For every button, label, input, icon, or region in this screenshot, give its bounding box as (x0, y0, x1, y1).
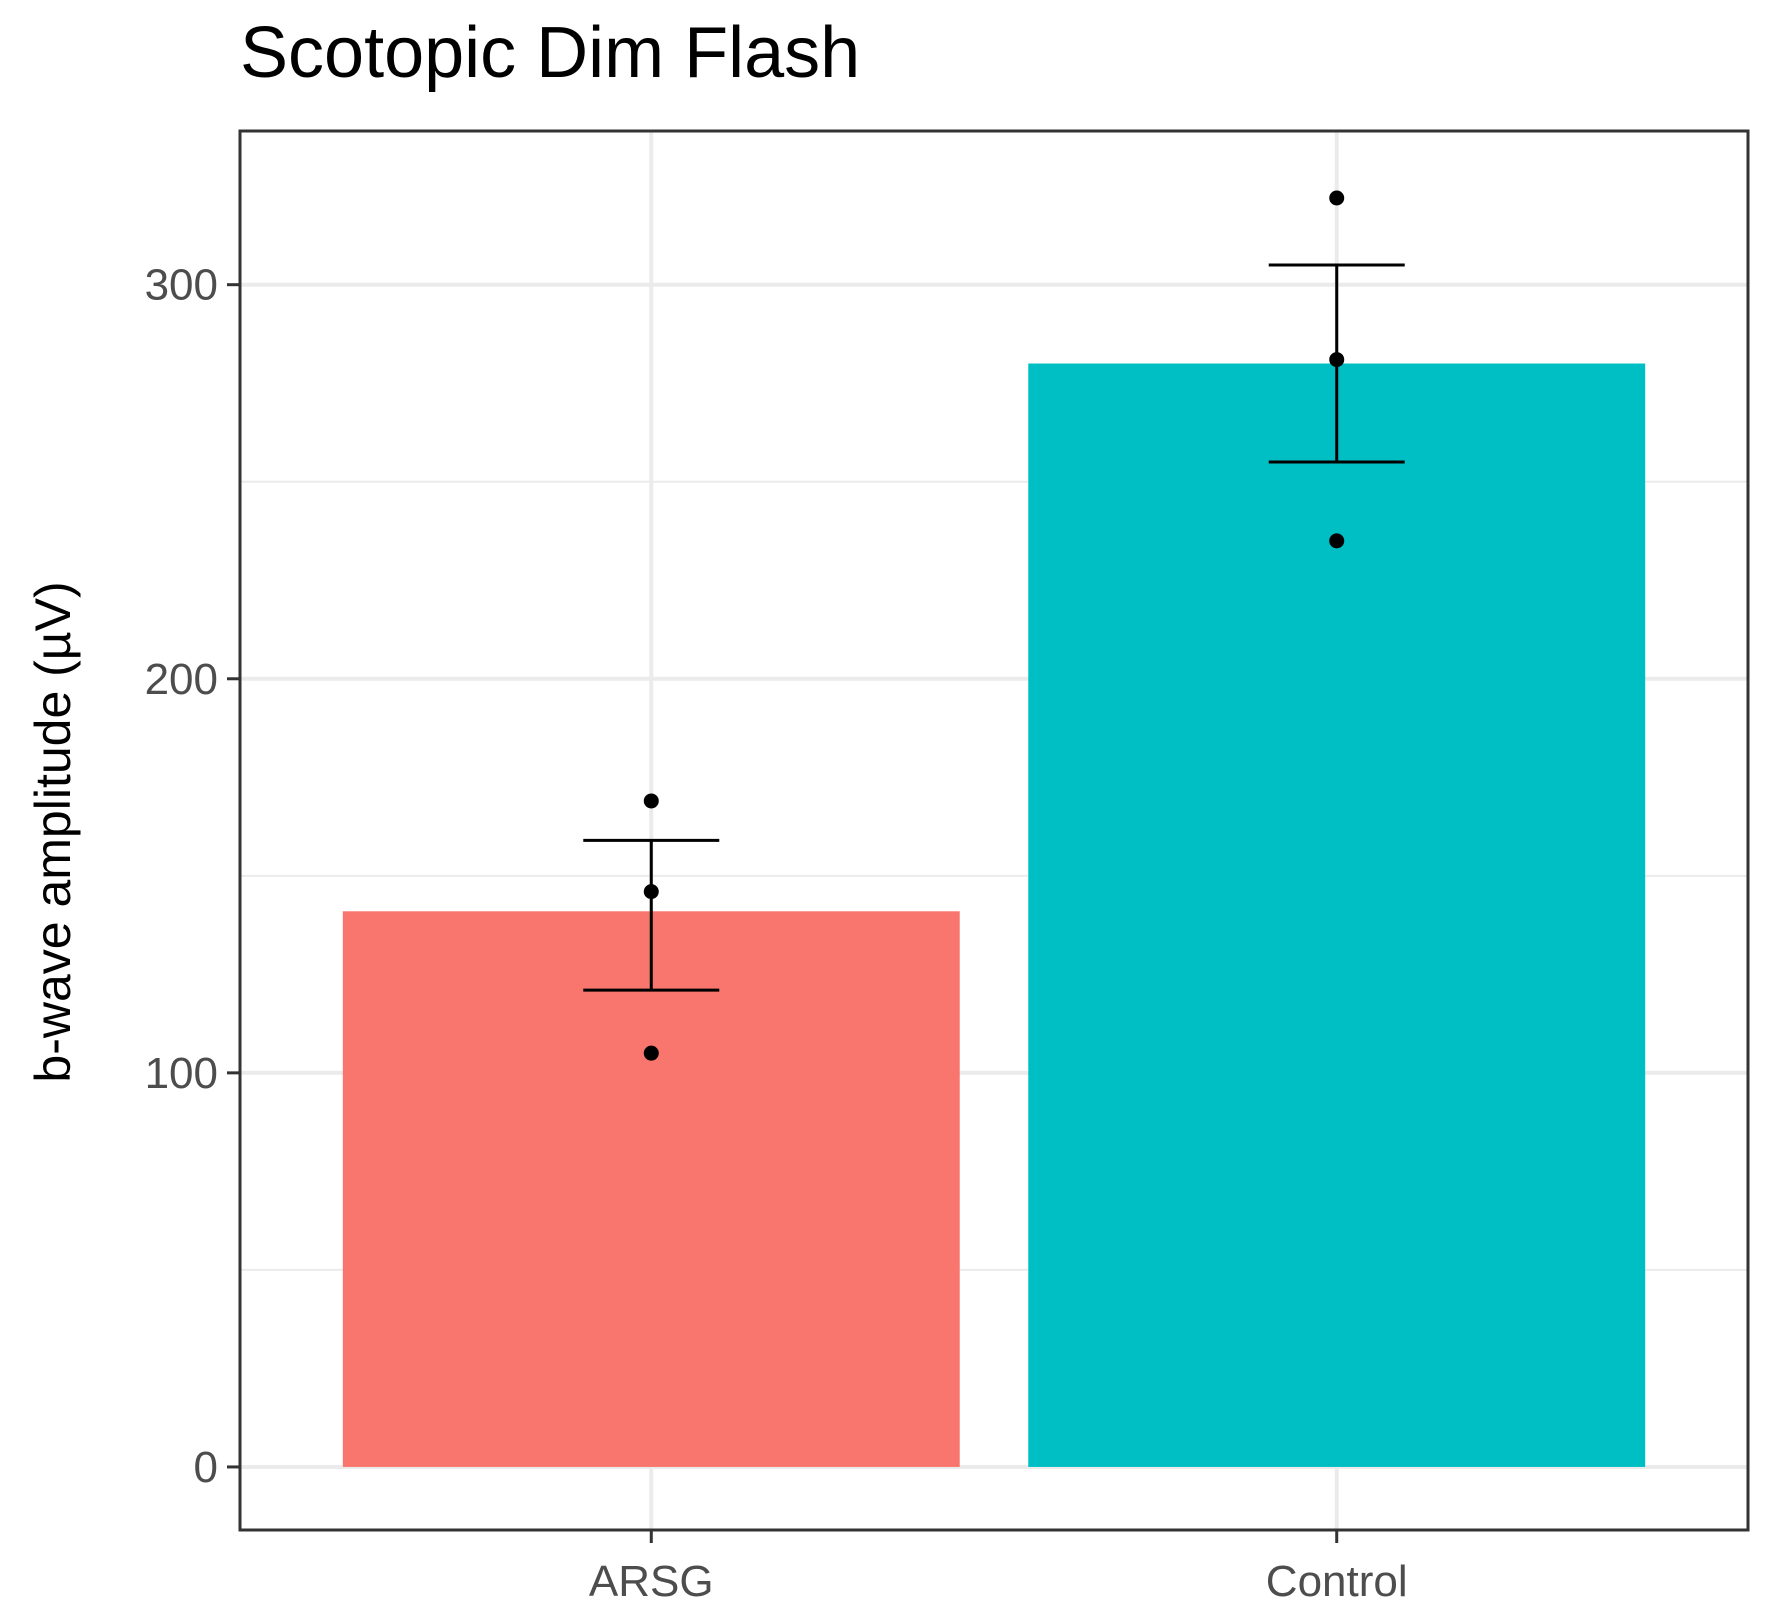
bar-control (1028, 363, 1646, 1467)
data-point (643, 1045, 659, 1061)
data-point (1329, 190, 1345, 206)
data-points (643, 190, 1345, 1061)
data-point (1329, 352, 1345, 368)
y-tick-label: 0 (194, 1443, 218, 1492)
y-axis: 0 100 200 300 (145, 261, 240, 1492)
bar-arsg (342, 911, 960, 1467)
y-tick-label: 300 (145, 261, 218, 310)
chart-title: Scotopic Dim Flash (240, 13, 860, 93)
y-tick-label: 200 (145, 655, 218, 704)
data-point (1329, 533, 1345, 549)
data-point (643, 793, 659, 809)
y-axis-label: b-wave amplitude (µV) (25, 581, 81, 1082)
x-tick-label: ARSG (589, 1557, 714, 1606)
x-tick-label: Control (1266, 1557, 1408, 1606)
error-bar-arsg (583, 838, 720, 992)
data-point (643, 884, 659, 900)
y-tick-label: 100 (145, 1049, 218, 1098)
plot-panel (238, 129, 1750, 1532)
panel-border (238, 129, 1750, 1532)
x-axis: ARSG Control (589, 1530, 1408, 1606)
